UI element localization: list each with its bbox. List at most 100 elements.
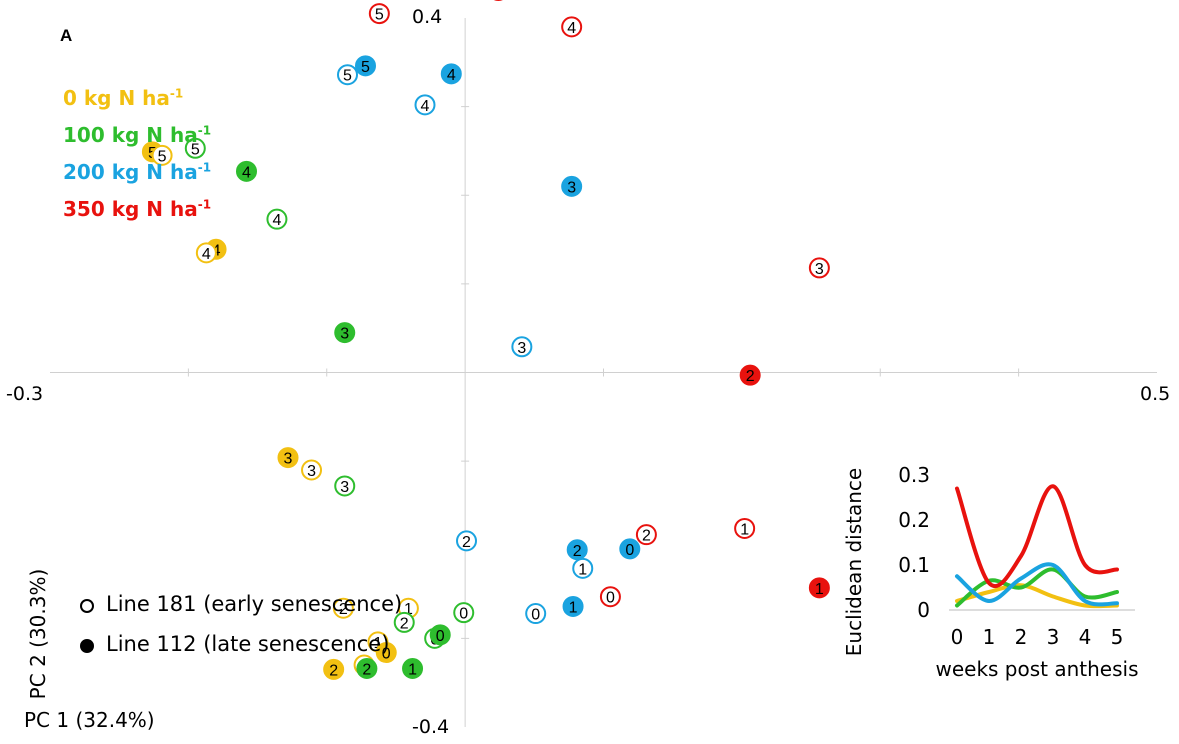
data-point-label: 3 <box>284 451 293 468</box>
data-point-label: 5 <box>375 7 384 24</box>
data-point-label: 5 <box>191 141 200 158</box>
data-point-label: 2 <box>746 368 755 385</box>
data-point-label: 4 <box>447 67 456 84</box>
data-point-label: 0 <box>459 606 468 623</box>
data-point-label: 3 <box>307 463 316 480</box>
data-point <box>414 94 436 116</box>
data-point-label: 2 <box>642 528 651 545</box>
legend-n100-text: 100 kg N ha <box>63 123 198 147</box>
legend-early-senescence: Line 181 (early senescence) <box>80 592 402 616</box>
data-point <box>151 144 173 166</box>
data-point <box>375 642 397 664</box>
data-point <box>402 658 424 680</box>
inset-x-tick-label: 0 <box>951 625 964 649</box>
data-point-label: 3 <box>340 326 349 343</box>
data-point-label: 5 <box>494 0 503 1</box>
data-point <box>440 63 462 85</box>
data-point <box>184 137 206 159</box>
data-point-label: 3 <box>517 340 526 357</box>
data-point-label: 2 <box>400 615 409 632</box>
data-point-label: 1 <box>404 601 413 618</box>
data-point <box>356 658 378 680</box>
data-point-label: 2 <box>462 534 471 551</box>
data-point-label: 2 <box>362 662 371 679</box>
data-point-label: 1 <box>740 521 749 538</box>
data-point-label: 1 <box>373 635 382 652</box>
data-point <box>566 539 588 561</box>
legend-n200-text: 200 kg N ha <box>63 160 198 184</box>
data-point-label: 0 <box>382 646 391 663</box>
data-point-label: 3 <box>815 261 824 278</box>
inset-x-tick-label: 2 <box>1015 625 1028 649</box>
data-point-label: 5 <box>361 59 370 76</box>
data-point-label: 0 <box>606 590 615 607</box>
inset-series-line <box>955 484 1119 588</box>
data-point-label: 2 <box>339 601 348 618</box>
data-point <box>429 624 451 646</box>
data-point-label: 0 <box>531 607 540 624</box>
data-point <box>332 597 354 619</box>
data-point <box>195 242 217 264</box>
data-point-label: 3 <box>340 479 349 496</box>
data-point <box>337 64 359 86</box>
data-point-label: 4 <box>421 98 430 115</box>
data-point <box>235 160 257 182</box>
x-max-tick-label: 0.5 <box>1140 383 1171 405</box>
data-point <box>368 3 390 25</box>
data-point <box>277 447 299 469</box>
data-point <box>562 595 584 617</box>
inset-x-tick-label: 5 <box>1111 625 1124 649</box>
data-point-label: 2 <box>573 543 582 560</box>
inset-y-tick-label: 0.1 <box>898 553 930 577</box>
legend-n350: 350 kg N ha-1 <box>63 197 211 221</box>
data-point-label: 5 <box>158 148 167 165</box>
data-point <box>561 16 583 38</box>
x-axis-label: PC 1 (32.4%) <box>24 708 155 732</box>
data-point <box>808 257 830 279</box>
data-point-label: 0 <box>436 628 445 645</box>
inset-x-tick-label: 3 <box>1047 625 1060 649</box>
data-point-label: 1 <box>815 581 824 598</box>
data-point <box>635 524 657 546</box>
legend-n0-sup: -1 <box>169 86 184 101</box>
legend-n0: 0 kg N ha-1 <box>63 86 183 110</box>
data-point <box>525 603 547 625</box>
data-point <box>354 55 376 77</box>
inset-series-line <box>955 583 1119 609</box>
data-point-label: 4 <box>272 212 281 229</box>
y-min-tick-label: -0.4 <box>412 716 450 738</box>
legend-n350-text: 350 kg N ha <box>63 197 198 221</box>
legend-n100: 100 kg N ha-1 <box>63 123 211 147</box>
filled-circle-icon <box>80 639 94 653</box>
data-point-label: 4 <box>202 246 211 263</box>
inset-x-axis-label: weeks post anthesis <box>935 657 1138 681</box>
data-point-label: 4 <box>567 20 576 37</box>
data-point <box>739 364 761 386</box>
legend-n350-sup: -1 <box>197 197 212 212</box>
data-point <box>511 336 533 358</box>
data-point <box>599 586 621 608</box>
data-point <box>619 538 641 560</box>
data-point <box>334 322 356 344</box>
panel-label: A <box>60 26 73 45</box>
inset-x-tick-label: 1 <box>983 625 996 649</box>
inset-x-tick-label: 4 <box>1079 625 1092 649</box>
data-point <box>572 557 594 579</box>
data-point-label: 1 <box>569 599 578 616</box>
open-circle-icon <box>80 599 94 613</box>
legend-n100-sup: -1 <box>197 123 212 138</box>
data-point <box>301 459 323 481</box>
inset-series-line <box>955 562 1119 607</box>
legend-n200: 200 kg N ha-1 <box>63 160 211 184</box>
legend-early-senescence-text: Line 181 (early senescence) <box>106 592 403 616</box>
inset-background <box>840 450 1170 700</box>
legend-n200-sup: -1 <box>197 160 212 175</box>
y-axis-label: PC 2 (30.3%) <box>26 568 50 700</box>
legend-n0-text: 0 kg N ha <box>63 86 170 110</box>
data-point-label: 3 <box>567 179 576 196</box>
data-point-label: 4 <box>242 164 251 181</box>
data-point-label: 5 <box>343 68 352 85</box>
data-point-label: 2 <box>329 662 338 679</box>
data-point-label: 1 <box>578 561 587 578</box>
